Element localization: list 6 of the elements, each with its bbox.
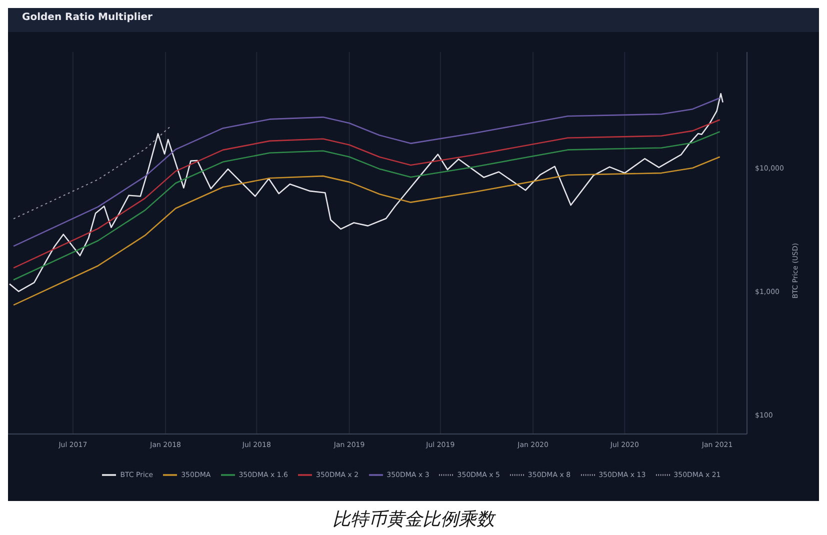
line-series bbox=[12, 156, 720, 306]
text: 比特币黄金比例乘数 bbox=[332, 508, 497, 531]
line-series bbox=[12, 97, 720, 247]
line-series bbox=[8, 93, 724, 292]
chart-title: Golden Ratio Multiplier bbox=[8, 8, 819, 32]
line-series bbox=[13, 126, 171, 220]
